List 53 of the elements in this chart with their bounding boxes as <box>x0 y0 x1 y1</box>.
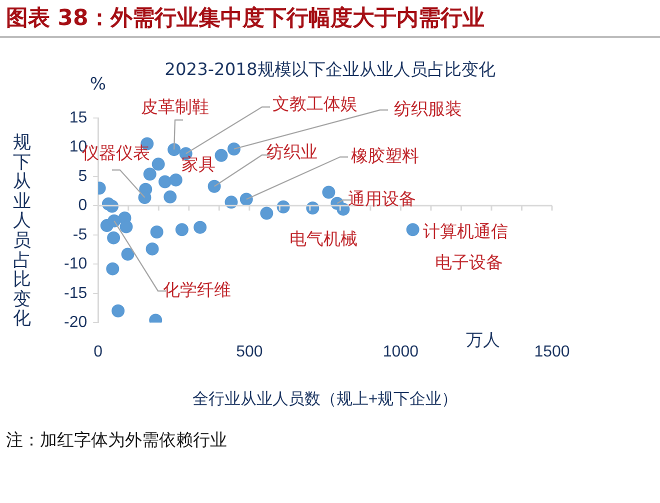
point <box>106 262 120 276</box>
point <box>214 148 228 162</box>
annotation: 电气机械 <box>290 230 358 250</box>
annotation: 橡胶塑料 <box>351 146 419 166</box>
x-tick-label: 1000 <box>382 344 419 361</box>
point <box>322 186 336 199</box>
point <box>208 180 221 193</box>
y-tick-label: -5 <box>72 226 88 244</box>
point <box>152 158 165 171</box>
point <box>158 175 172 188</box>
point <box>240 192 253 206</box>
point <box>121 248 134 261</box>
text: 规下从业人员占比变化 <box>13 132 31 330</box>
text: 注：加红字体为外需依赖行业 <box>6 430 227 450</box>
point <box>146 242 159 256</box>
point <box>112 304 125 318</box>
annotation: 电子设备 <box>434 253 503 274</box>
annotation: 化学纤维 <box>163 280 231 300</box>
y-tick-label: 0 <box>78 197 88 214</box>
point <box>194 220 207 234</box>
annotation: 皮革制鞋 <box>141 97 209 118</box>
x-tick-label: 500 <box>236 344 263 361</box>
point <box>138 191 152 204</box>
point <box>120 220 133 234</box>
point <box>406 223 420 236</box>
point <box>175 223 188 236</box>
annotation: 纺织业 <box>266 142 318 162</box>
chart-title: 图表 38：外需行业集中度下行幅度大于内需行业 <box>6 4 484 33</box>
y-tick-label: -15 <box>64 284 88 302</box>
point <box>150 225 164 238</box>
point <box>164 190 177 204</box>
x-tick-label: 1500 <box>534 344 570 361</box>
text: 万人 <box>466 330 500 350</box>
annotation: 通用设备 <box>348 189 416 210</box>
x-tick-label: 0 <box>94 344 103 361</box>
annotation: 文教工体娱 <box>272 94 358 114</box>
point <box>227 142 240 156</box>
point <box>169 173 182 186</box>
point <box>260 206 274 220</box>
point <box>107 231 120 244</box>
y-tick-label: 15 <box>69 109 88 126</box>
annotation: 纺织服装 <box>394 99 462 120</box>
text: % <box>90 74 106 94</box>
annotation: 计算机通信 <box>422 222 508 242</box>
point <box>108 214 121 228</box>
x-axis-title: 全行业从业人员数（规上+规下企业） <box>192 390 458 408</box>
point <box>168 143 181 156</box>
y-tick-label: -20 <box>64 314 88 332</box>
y-tick-label: -10 <box>64 256 88 273</box>
point <box>143 168 156 181</box>
chart-subtitle: 2023-2018规模以下企业从业人员占比变化 <box>164 60 496 80</box>
y-tick-label: 5 <box>78 168 88 185</box>
annotation: 家具 <box>181 154 216 175</box>
